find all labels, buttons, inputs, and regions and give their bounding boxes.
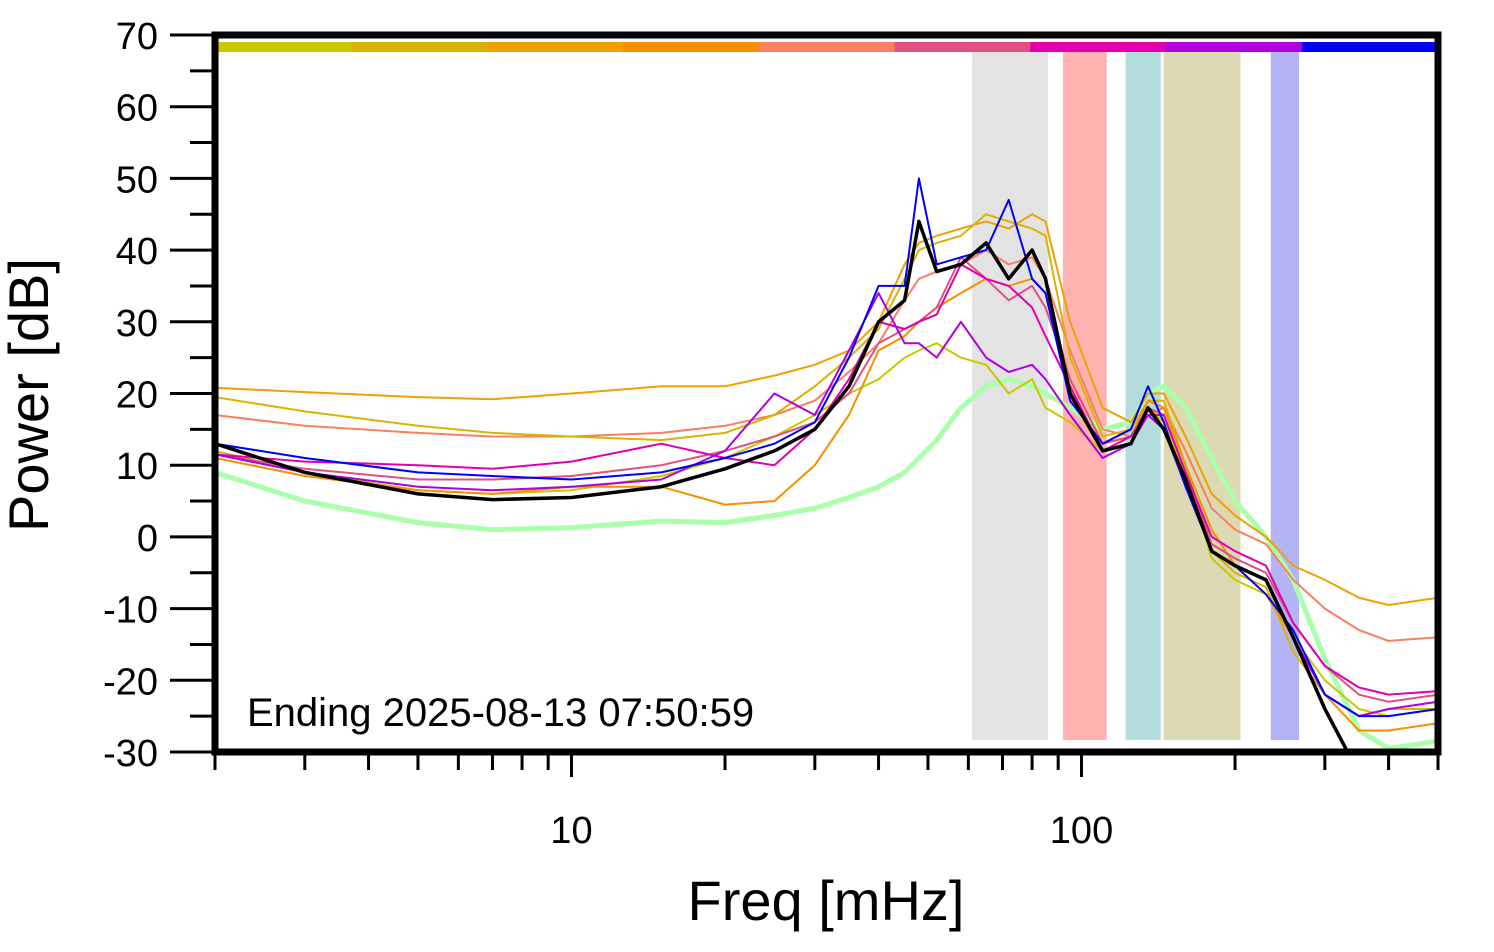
y-tick-label: 40 bbox=[116, 231, 158, 273]
series-line bbox=[215, 256, 1438, 703]
colorbar-segment bbox=[1030, 42, 1167, 52]
y-axis-label: Power [dB] bbox=[0, 258, 60, 532]
y-tick-label: 0 bbox=[137, 518, 158, 560]
axes: -30 -20 -10 0 10 20 30 40 50 60 70 10 100 bbox=[103, 16, 1440, 852]
y-tick-label: 50 bbox=[116, 159, 158, 201]
y-tick-label: 10 bbox=[116, 446, 158, 488]
series-line bbox=[215, 177, 1438, 718]
annotation: Ending 2025-08-13 07:50:59 bbox=[247, 691, 754, 735]
colorbar-segment bbox=[486, 42, 624, 52]
colorbar-segment bbox=[758, 42, 895, 52]
y-tick-label: 30 bbox=[116, 303, 158, 345]
series-line bbox=[215, 219, 1350, 752]
colorbar-segment bbox=[215, 42, 352, 52]
bands bbox=[972, 52, 1300, 740]
colorbar-segment bbox=[622, 42, 760, 52]
band bbox=[972, 52, 1049, 740]
colorbar bbox=[215, 42, 1439, 52]
x-tick-label: 10 bbox=[550, 810, 592, 852]
series-line bbox=[215, 213, 1438, 606]
colorbar-segment bbox=[350, 42, 488, 52]
colorbar-segment bbox=[894, 42, 1031, 52]
series-line bbox=[215, 249, 1438, 642]
y-tick-label: -30 bbox=[103, 733, 158, 775]
lines bbox=[215, 177, 1438, 752]
y-tick-label: 70 bbox=[116, 16, 158, 58]
series-line bbox=[215, 376, 1438, 751]
x-axis-label: Freq [mHz] bbox=[688, 869, 965, 932]
colorbar-segment bbox=[1302, 42, 1439, 52]
y-tick-label: -20 bbox=[103, 661, 158, 703]
y-tick-label: 20 bbox=[116, 375, 158, 417]
y-tick-label: -10 bbox=[103, 590, 158, 632]
x-tick-label: 100 bbox=[1050, 810, 1113, 852]
series-line bbox=[215, 263, 1438, 696]
series-line bbox=[215, 213, 1438, 718]
y-tick-label: 60 bbox=[116, 88, 158, 130]
colorbar-segment bbox=[1166, 42, 1303, 52]
